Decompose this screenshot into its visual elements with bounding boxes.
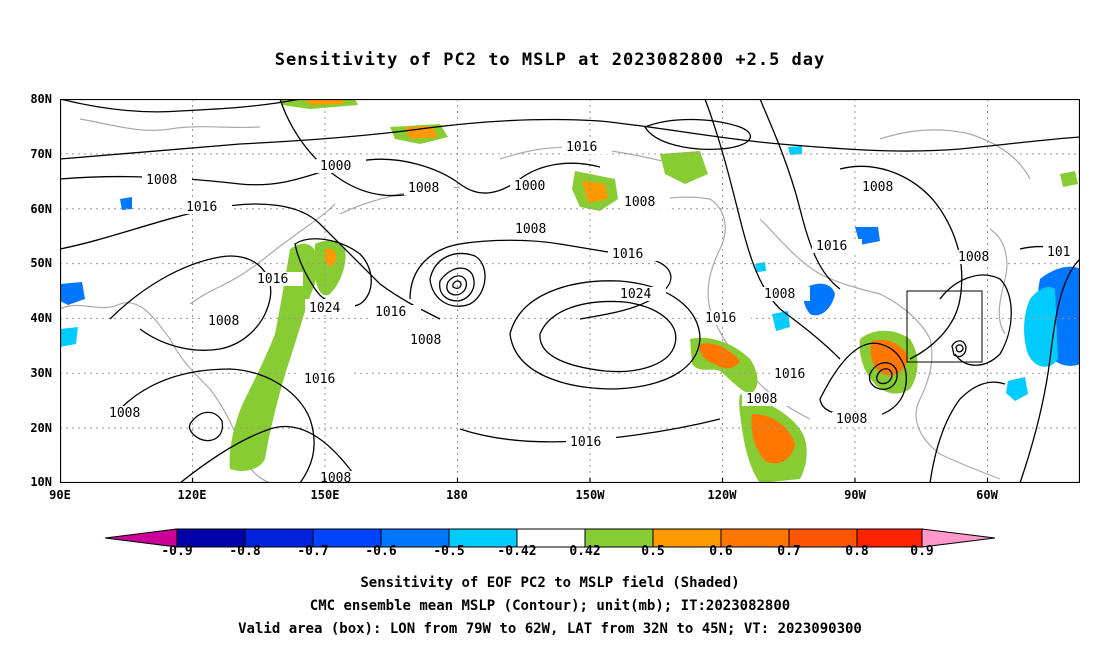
- contour-label: 1000: [320, 159, 351, 174]
- lat-label: 40N: [30, 311, 52, 325]
- contour-label: 1016: [612, 247, 643, 262]
- caption-shaded: Sensitivity of EOF PC2 to MSLP field (Sh…: [360, 575, 740, 591]
- contour-label: 1016: [705, 311, 736, 326]
- contour-label: 1008: [624, 195, 655, 210]
- lat-label: 60N: [30, 202, 52, 216]
- contour-label: 1008: [515, 222, 546, 237]
- contour-label: 1000: [514, 179, 545, 194]
- contour-label: 1016: [566, 140, 597, 155]
- contour-label: 101: [1047, 245, 1070, 260]
- lat-label: 80N: [30, 92, 52, 106]
- contour-label: 1024: [309, 301, 340, 316]
- colorbar-label: -0.8: [229, 544, 261, 559]
- contour-label: 1016: [375, 305, 406, 320]
- contour-label: 1008: [862, 180, 893, 195]
- colorbar: [105, 528, 995, 548]
- lon-label: 60W: [976, 488, 998, 502]
- lon-label: 90W: [844, 488, 866, 502]
- lon-label: 120W: [707, 488, 737, 502]
- chart-title: Sensitivity of PC2 to MSLP at 2023082800…: [274, 50, 826, 70]
- contour-label: 1016: [774, 367, 805, 382]
- colorbar-label: 0.5: [641, 544, 665, 559]
- contour-label: 1008: [746, 392, 777, 407]
- lat-label: 70N: [30, 147, 52, 161]
- colorbar-label: -0.42: [497, 544, 537, 559]
- contour-label: 1008: [410, 333, 441, 348]
- contour-label: 1016: [570, 435, 601, 450]
- contour-label: 1024: [620, 287, 651, 302]
- contour-label: 1008: [764, 287, 795, 302]
- lon-label: 150W: [575, 488, 605, 502]
- contour-label: 1016: [816, 239, 847, 254]
- contour-label: 1016: [257, 272, 288, 287]
- shading-positive: [229, 99, 1078, 483]
- lat-label: 10N: [30, 475, 52, 489]
- contour-label: 1008: [109, 406, 140, 421]
- contour-label: 1008: [408, 181, 439, 196]
- lat-label: 20N: [30, 421, 52, 435]
- contour-label: 1016: [304, 372, 335, 387]
- contour-label: 1008: [146, 173, 177, 188]
- lon-label: 180: [446, 488, 468, 502]
- contour-label: 1008: [208, 314, 239, 329]
- colorbar-label: 0.6: [709, 544, 733, 559]
- colorbar-label: 0.8: [845, 544, 869, 559]
- colorbar-label: 0.42: [569, 544, 601, 559]
- lon-label: 150E: [310, 488, 340, 502]
- colorbar-label: -0.5: [433, 544, 465, 559]
- contour-label: 1008: [320, 471, 351, 483]
- colorbar-label: -0.7: [297, 544, 329, 559]
- colorbar-label: 0.9: [910, 544, 934, 559]
- contour-labels: 1000 1008 1016 1024 1008 1016 1008 1016 …: [105, 140, 1080, 483]
- shading-negative: [60, 146, 1080, 401]
- lat-label: 30N: [30, 366, 52, 380]
- colorbar-label: -0.9: [161, 544, 193, 559]
- contour-label: 1008: [958, 250, 989, 265]
- lon-label: 90E: [49, 488, 71, 502]
- caption-valid-area: Valid area (box): LON from 79W to 62W, L…: [238, 621, 862, 637]
- valid-area-box: [906, 290, 983, 363]
- colorbar-swatch: [921, 528, 995, 548]
- map-panel: 1000 1008 1016 1024 1008 1016 1008 1016 …: [60, 99, 1080, 483]
- colorbar-label: -0.6: [365, 544, 397, 559]
- contour-label: 1008: [836, 412, 867, 427]
- contour-label: 1016: [186, 200, 217, 215]
- colorbar-label: 0.7: [777, 544, 801, 559]
- caption-contour: CMC ensemble mean MSLP (Contour); unit(m…: [309, 598, 791, 614]
- lon-label: 120E: [177, 488, 207, 502]
- lat-label: 50N: [30, 256, 52, 270]
